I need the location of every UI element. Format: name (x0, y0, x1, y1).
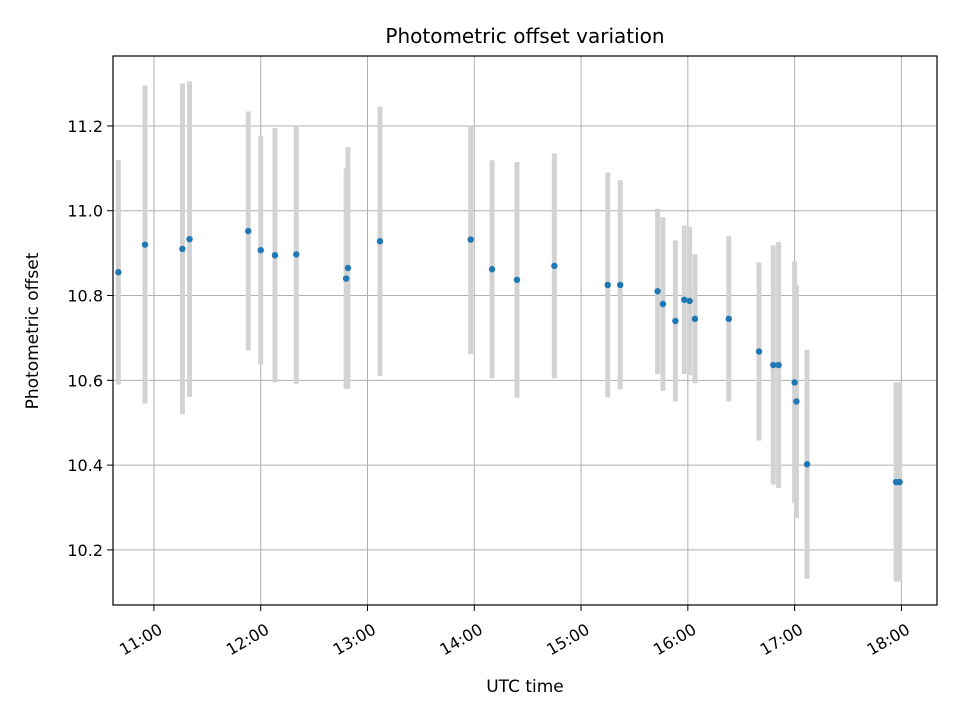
y-tick-label: 10.6 (67, 371, 103, 390)
data-points (115, 227, 903, 486)
x-tick-label: 16:00 (650, 620, 699, 660)
data-point (770, 361, 777, 369)
x-tick-label: 15:00 (543, 620, 592, 660)
data-point (257, 246, 264, 254)
data-point (691, 315, 699, 323)
data-point (245, 227, 252, 235)
y-tick-label: 11.2 (67, 117, 103, 136)
data-point (293, 251, 300, 258)
data-point (803, 461, 811, 468)
data-point (376, 238, 384, 245)
y-tick-label: 11.0 (67, 202, 103, 221)
data-point (513, 276, 521, 284)
data-point (755, 348, 763, 355)
y-tick-label: 10.2 (67, 541, 103, 560)
y-axis-label: Photometric offset (23, 252, 43, 409)
data-point (617, 281, 624, 289)
data-point (344, 264, 352, 272)
x-tick-label: 14:00 (436, 620, 485, 660)
x-tick-label: 12:00 (223, 620, 272, 660)
data-point (488, 266, 496, 273)
data-point (793, 398, 800, 405)
data-point (681, 296, 688, 303)
data-point (551, 262, 558, 270)
data-point (686, 297, 693, 305)
error-bars (115, 81, 903, 582)
data-point (271, 252, 279, 259)
data-point (467, 236, 474, 243)
y-tick-label: 10.4 (67, 456, 103, 475)
data-point (791, 379, 798, 386)
data-point (604, 281, 611, 289)
data-point (775, 361, 782, 369)
data-point (672, 317, 679, 325)
plot-frame (112, 55, 938, 606)
x-tick-label: 17:00 (757, 620, 806, 660)
grid (113, 56, 937, 605)
x-tick-label: 13:00 (330, 620, 379, 660)
data-point (654, 288, 661, 295)
data-point (725, 315, 732, 323)
data-point (141, 241, 149, 248)
x-tick-label: 18:00 (864, 620, 913, 660)
x-axis-label: UTC time (486, 677, 564, 697)
x-tick-label: 11:00 (116, 620, 165, 660)
data-point (115, 269, 122, 276)
data-point (896, 478, 903, 486)
data-point (179, 245, 186, 253)
chart-title: Photometric offset variation (385, 24, 664, 48)
data-point (659, 300, 667, 308)
data-point (186, 235, 193, 243)
data-point (342, 275, 350, 282)
y-tick-label: 10.8 (67, 287, 103, 306)
